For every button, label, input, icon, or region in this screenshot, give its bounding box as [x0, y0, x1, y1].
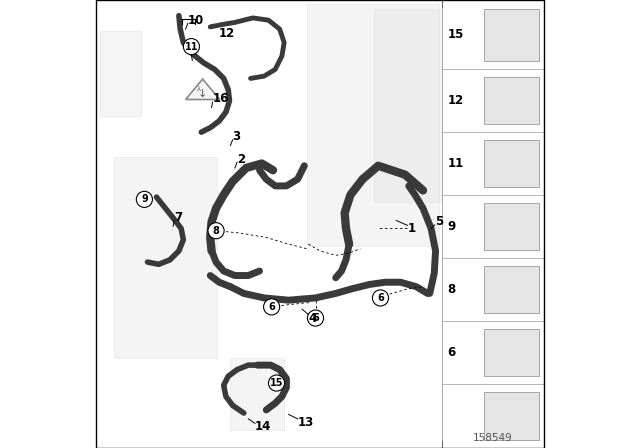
Text: 9: 9 — [447, 220, 456, 233]
Circle shape — [208, 223, 224, 239]
Circle shape — [264, 299, 280, 315]
FancyBboxPatch shape — [484, 392, 539, 440]
Text: 11: 11 — [185, 42, 198, 52]
Polygon shape — [186, 79, 220, 99]
Text: 9: 9 — [141, 194, 148, 204]
Text: 1: 1 — [407, 222, 415, 235]
Text: 14: 14 — [255, 420, 271, 433]
Text: 13: 13 — [298, 415, 314, 429]
FancyBboxPatch shape — [484, 140, 539, 187]
Text: 12: 12 — [219, 27, 235, 40]
Circle shape — [307, 310, 324, 326]
Bar — [442, 0, 544, 448]
Text: 6: 6 — [312, 313, 319, 323]
Text: 158549: 158549 — [473, 433, 513, 443]
Text: 6: 6 — [268, 302, 275, 312]
Bar — [114, 157, 217, 358]
Text: 12: 12 — [447, 94, 463, 107]
Bar — [374, 9, 441, 202]
Text: 6: 6 — [377, 293, 384, 303]
Text: ↓: ↓ — [198, 89, 207, 99]
Text: 6: 6 — [447, 346, 456, 359]
Text: 15: 15 — [270, 378, 284, 388]
Text: 5: 5 — [435, 215, 443, 228]
Bar — [100, 31, 141, 116]
FancyBboxPatch shape — [484, 9, 539, 60]
FancyBboxPatch shape — [484, 203, 539, 250]
FancyBboxPatch shape — [484, 329, 539, 376]
Circle shape — [136, 191, 152, 207]
FancyBboxPatch shape — [484, 266, 539, 313]
Text: 11: 11 — [447, 157, 463, 170]
Text: 8: 8 — [447, 283, 456, 296]
Circle shape — [372, 290, 388, 306]
Text: 16: 16 — [212, 92, 229, 105]
Circle shape — [269, 375, 285, 391]
Text: 7: 7 — [174, 211, 182, 224]
Text: 3: 3 — [232, 130, 241, 143]
Circle shape — [183, 39, 200, 55]
Bar — [307, 4, 438, 246]
Text: 8: 8 — [212, 226, 220, 236]
Text: 15: 15 — [447, 28, 463, 41]
Text: Y: Y — [198, 83, 202, 90]
Text: 2: 2 — [237, 152, 245, 166]
Text: 4: 4 — [308, 311, 317, 325]
FancyBboxPatch shape — [484, 77, 539, 124]
Text: 10: 10 — [188, 13, 204, 27]
Bar — [230, 358, 284, 430]
